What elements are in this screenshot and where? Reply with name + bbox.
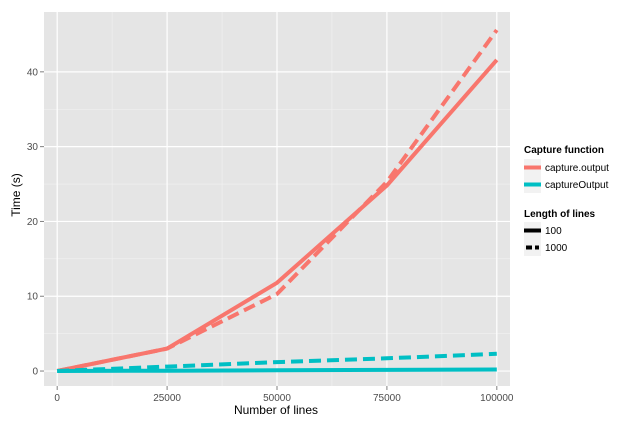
x-tick-label: 100000 xyxy=(480,393,514,404)
legend-color-title: Capture function xyxy=(524,145,604,156)
x-axis-title: Number of lines xyxy=(234,403,318,417)
y-tick-label: 0 xyxy=(32,367,38,378)
x-axis-ticks: 0 25000 50000 75000 100000 xyxy=(54,386,514,404)
legend-item-label: 1000 xyxy=(545,243,568,254)
legend-item-label: capture.output xyxy=(545,163,609,174)
series-line-captureOutput-100 xyxy=(57,367,497,373)
legend-item-label: captureOutput xyxy=(545,180,609,191)
x-tick-label: 75000 xyxy=(373,393,401,404)
series-lines xyxy=(56,28,499,373)
legend-linetype-title: Length of lines xyxy=(524,209,596,220)
y-tick-label: 10 xyxy=(27,292,39,303)
legend-key-bg xyxy=(524,239,541,256)
x-tick-label: 0 xyxy=(54,393,60,404)
series-line-captureOutput-1000 xyxy=(57,351,497,373)
series-line-capture-output-1000 xyxy=(56,28,499,373)
legend-item-label: 100 xyxy=(545,226,562,237)
legend: Capture function capture.output captureOu… xyxy=(524,145,609,256)
x-tick-label: 50000 xyxy=(263,393,291,404)
y-tick-label: 20 xyxy=(27,217,39,228)
y-axis-title: Time (s) xyxy=(9,173,23,217)
y-tick-label: 30 xyxy=(27,142,39,153)
y-axis-ticks: 0 10 20 30 40 xyxy=(27,67,44,378)
x-tick-label: 25000 xyxy=(153,393,181,404)
y-tick-label: 40 xyxy=(27,67,39,78)
